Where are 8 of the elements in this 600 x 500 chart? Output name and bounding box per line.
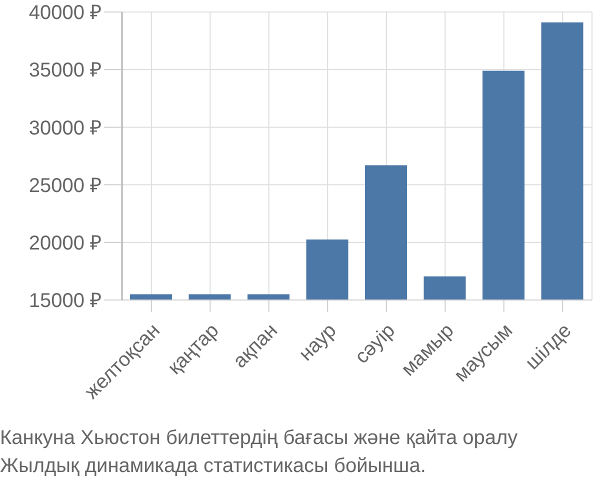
y-tick-label: 20000 ₽ — [28, 232, 102, 254]
y-tick-label: 35000 ₽ — [28, 60, 102, 82]
y-tick-label: 40000 ₽ — [28, 2, 102, 24]
y-tick-label: 15000 ₽ — [28, 290, 102, 312]
text: Канкуна Хьюстон билеттердің бағасы және қайта оралу — [0, 426, 519, 451]
y-tick-label: 25000 ₽ — [28, 174, 102, 197]
text: Жылдық динамикада статистикасы бойынша. — [0, 454, 427, 479]
y-tick-label: 30000 ₽ — [28, 117, 102, 140]
